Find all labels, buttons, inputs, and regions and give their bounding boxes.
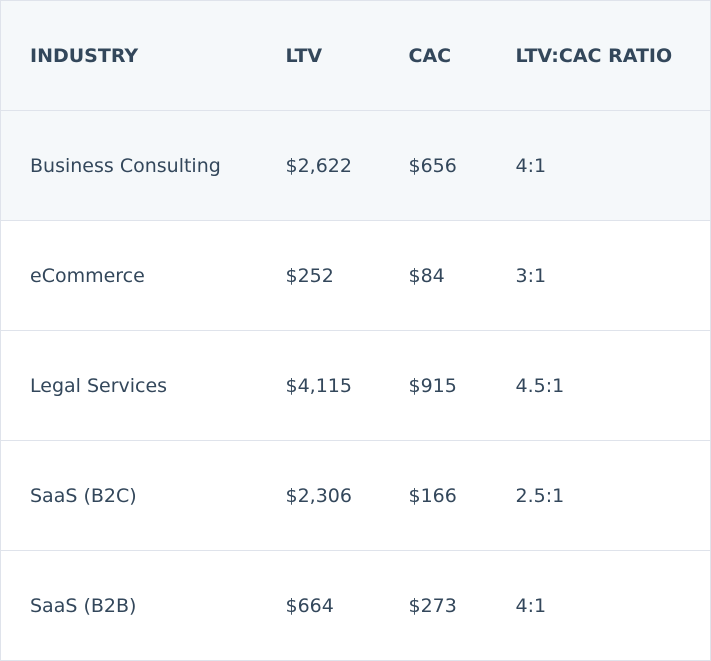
table-cell: Legal Services [0,330,257,441]
table-cell: $84 [379,220,487,331]
header-row: INDUSTRY LTV CAC LTV:CAC RATIO [0,0,711,111]
table-cell: $656 [379,110,487,221]
table-row: SaaS (B2C) $2,306 $166 2.5:1 [0,440,711,551]
table-row: eCommerce $252 $84 3:1 [0,220,711,331]
header-cell: INDUSTRY [0,0,257,111]
table-row: Legal Services $4,115 $915 4.5:1 [0,330,711,441]
table-row: Business Consulting $2,622 $656 4:1 [0,110,711,221]
table-cell: $166 [379,440,487,551]
table-cell: SaaS (B2C) [0,440,257,551]
table-cell: 4:1 [486,110,711,221]
table-cell: SaaS (B2B) [0,550,257,661]
header-cell: CAC [379,0,487,111]
table-cell: $273 [379,550,487,661]
table-cell: $252 [256,220,380,331]
table-cell: $915 [379,330,487,441]
table-cell: 3:1 [486,220,711,331]
table-cell: eCommerce [0,220,257,331]
table-cell: 4.5:1 [486,330,711,441]
table-cell: $4,115 [256,330,380,441]
table-cell: 4:1 [486,550,711,661]
header-cell: LTV:CAC RATIO [486,0,711,111]
table-cell: $2,622 [256,110,380,221]
table-cell: $2,306 [256,440,380,551]
table-row: SaaS (B2B) $664 $273 4:1 [0,550,711,661]
table-cell: $664 [256,550,380,661]
table-cell: Business Consulting [0,110,257,221]
header-cell: LTV [256,0,380,111]
table-cell: 2.5:1 [486,440,711,551]
